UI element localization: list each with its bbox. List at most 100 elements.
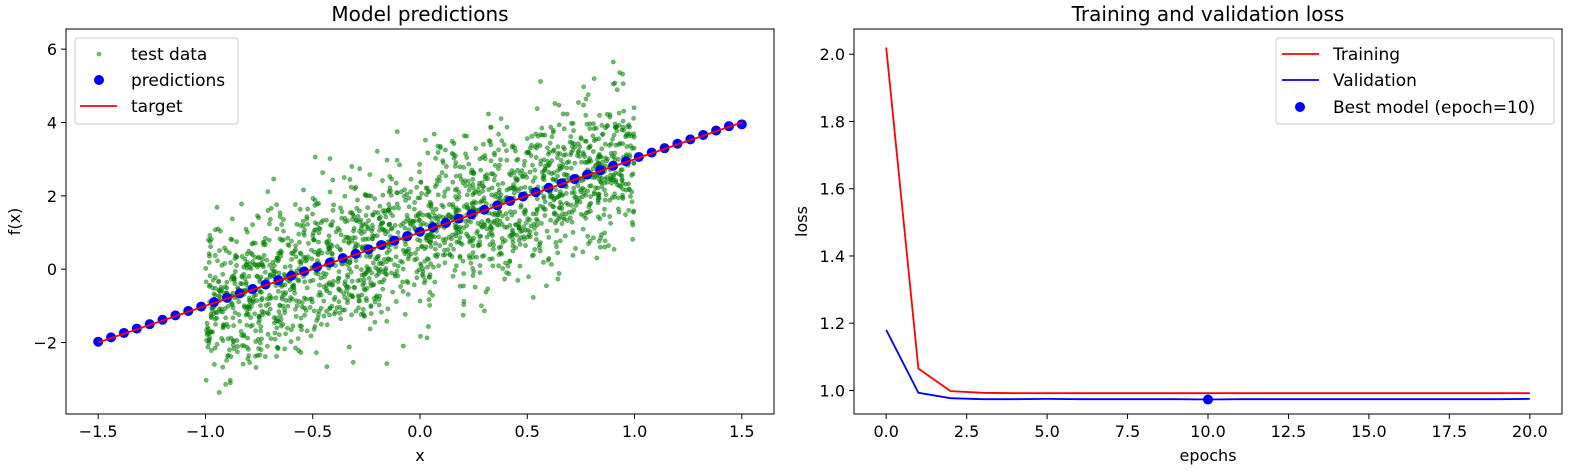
test-data-point	[561, 172, 567, 177]
test-data-point	[571, 207, 577, 213]
test-data-point	[470, 238, 475, 243]
test-data-point	[400, 288, 406, 294]
y-axis-label: loss	[792, 206, 811, 237]
test-data-point	[231, 346, 237, 352]
test-data-point	[246, 248, 252, 254]
test-data-point	[312, 324, 318, 329]
test-data-point	[361, 313, 367, 319]
test-data-point	[486, 111, 491, 117]
test-data-point	[611, 172, 616, 178]
test-data-point	[245, 335, 250, 341]
test-data-point	[374, 256, 380, 262]
test-data-point	[293, 254, 299, 260]
test-data-point	[436, 234, 441, 240]
test-data-point	[510, 248, 516, 254]
test-data-point	[532, 175, 538, 180]
test-data-point	[321, 274, 327, 280]
test-data-point	[257, 352, 263, 358]
test-data-point	[498, 192, 504, 198]
test-data-point	[229, 274, 235, 280]
test-data-point	[474, 230, 480, 236]
test-data-point	[522, 158, 527, 164]
test-data-point	[598, 154, 604, 160]
test-data-point	[384, 361, 390, 367]
test-data-point	[314, 201, 320, 207]
legend-swatch-predictions	[94, 75, 104, 85]
test-data-point	[532, 247, 538, 252]
test-data-point	[309, 299, 315, 305]
test-data-point	[534, 106, 540, 111]
test-data-point	[249, 252, 255, 258]
test-data-point	[580, 185, 585, 191]
test-data-point	[244, 229, 250, 235]
test-data-point	[454, 186, 460, 192]
test-data-point	[259, 308, 265, 314]
test-data-point	[312, 220, 318, 226]
test-data-point	[515, 277, 521, 283]
test-data-point	[389, 176, 394, 182]
test-data-point	[610, 59, 616, 65]
test-data-point	[308, 333, 314, 339]
test-data-point	[415, 246, 421, 252]
test-data-point	[599, 123, 605, 128]
test-data-point	[628, 143, 633, 149]
test-data-point	[388, 257, 394, 263]
test-data-point	[602, 141, 608, 147]
test-data-point	[258, 328, 263, 334]
test-data-point	[402, 187, 407, 193]
test-data-point	[563, 190, 569, 196]
test-data-point	[480, 253, 485, 259]
test-data-point	[567, 215, 573, 221]
test-data-point	[220, 324, 226, 330]
test-data-point	[477, 180, 482, 186]
test-data-point	[425, 264, 430, 270]
test-data-point	[287, 263, 293, 269]
test-data-point	[369, 270, 375, 276]
test-data-point	[620, 81, 626, 87]
test-data-point	[554, 218, 560, 223]
test-data-point	[560, 211, 565, 217]
test-data-point	[620, 71, 625, 77]
test-data-point	[568, 165, 574, 171]
test-data-point	[402, 311, 408, 317]
legend-label: target	[131, 97, 183, 117]
test-data-point	[440, 237, 446, 242]
test-data-point	[206, 259, 212, 265]
test-data-point	[208, 348, 214, 353]
test-data-point	[530, 294, 536, 300]
test-data-point	[324, 322, 330, 328]
test-data-point	[510, 239, 516, 245]
test-data-point	[454, 196, 460, 202]
test-data-point	[247, 360, 253, 365]
test-data-point	[305, 240, 311, 246]
test-data-point	[593, 185, 598, 191]
test-data-point	[544, 283, 549, 289]
test-data-point	[304, 216, 310, 222]
test-data-point	[590, 149, 596, 154]
test-data-point	[337, 310, 343, 316]
test-data-point	[480, 188, 486, 194]
test-data-point	[542, 166, 548, 172]
test-data-point	[368, 193, 374, 199]
test-data-point	[555, 276, 561, 282]
test-data-point	[383, 214, 389, 220]
test-data-point	[372, 319, 378, 325]
test-data-point	[216, 306, 222, 312]
test-data-point	[236, 299, 242, 305]
test-data-point	[596, 195, 602, 201]
test-data-point	[423, 235, 429, 241]
series-line-training	[885, 47, 1530, 395]
test-data-point	[324, 217, 329, 223]
test-data-point	[327, 156, 333, 161]
test-data-point	[351, 228, 356, 234]
test-data-point	[568, 134, 574, 140]
test-data-point	[316, 308, 322, 314]
test-data-point	[234, 349, 240, 355]
test-data-point	[602, 180, 607, 186]
test-data-point	[337, 304, 343, 310]
test-data-point	[503, 260, 508, 266]
test-data-point	[437, 243, 443, 248]
test-data-point	[215, 279, 221, 285]
test-data-point	[297, 323, 303, 329]
